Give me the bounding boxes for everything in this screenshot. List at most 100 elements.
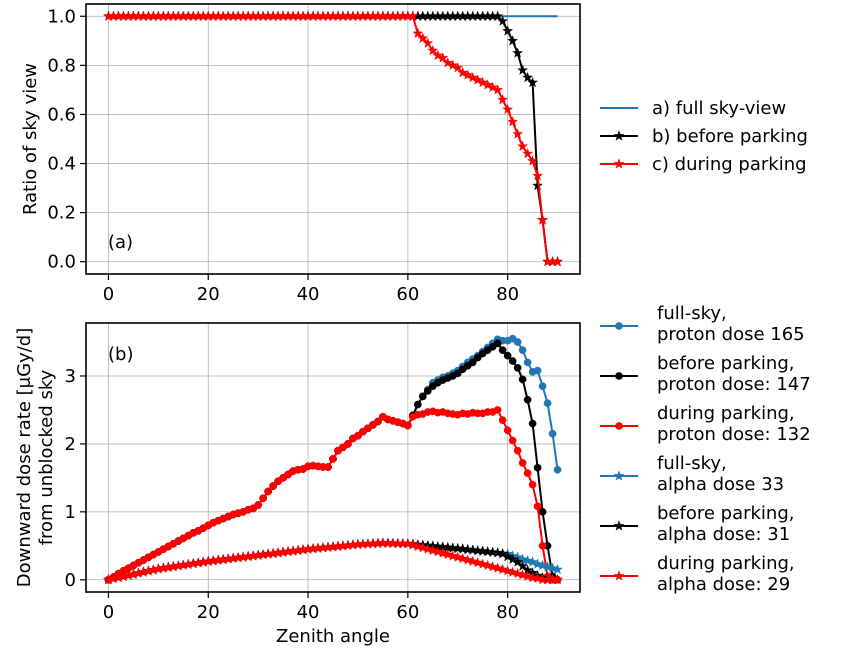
- series-2: [102, 10, 564, 267]
- data-point: [269, 482, 277, 490]
- series-line: [108, 15, 558, 263]
- data-point: [413, 400, 422, 409]
- data-point: [533, 366, 542, 375]
- data-point: [507, 35, 519, 46]
- legend-label: c) during parking: [652, 154, 807, 175]
- legend-label-line2: alpha dose: 29: [657, 574, 790, 595]
- series-1: [102, 10, 564, 267]
- data-point: [412, 27, 424, 39]
- data-point: [513, 446, 522, 455]
- data-point: [532, 170, 544, 181]
- data-point: [482, 559, 494, 571]
- data-point: [548, 429, 557, 438]
- data-point: [457, 66, 469, 78]
- legend: a) full sky-view b) before parking c) duri…: [600, 98, 808, 175]
- data-point: [442, 548, 454, 560]
- data-point: [522, 554, 534, 566]
- data-point: [552, 573, 564, 585]
- legend-item: during parking,proton dose: 132: [600, 403, 811, 445]
- legend-label: before parking,: [657, 503, 795, 524]
- data-point: [254, 501, 263, 509]
- legend-marker: [613, 158, 625, 169]
- legend-item: c) during parking: [600, 154, 807, 175]
- data-point: [324, 463, 332, 471]
- legend-marker: [615, 422, 623, 430]
- panel-label: (b): [108, 344, 133, 365]
- data-point: [457, 552, 469, 564]
- legend-marker: [615, 322, 623, 330]
- series-group: [102, 10, 564, 267]
- data-point: [462, 69, 474, 80]
- legend-item: full-sky,alpha dose 33: [600, 453, 784, 495]
- legend-label: during parking,: [657, 403, 795, 424]
- x-tick-label: 40: [297, 602, 320, 623]
- data-point: [493, 339, 502, 348]
- legend-item: before parking,alpha dose: 31: [600, 503, 795, 545]
- panel-a: 0 20 40 60 80 0.0 0.2 0.4 0.6 0.8 1.0 (a) Ratio of s…: [20, 3, 808, 305]
- data-point: [422, 37, 434, 48]
- data-point: [503, 351, 512, 360]
- data-point: [528, 480, 537, 489]
- data-point: [498, 416, 507, 424]
- data-point: [407, 539, 419, 550]
- data-point: [482, 79, 494, 90]
- axes-frame: [85, 3, 581, 275]
- data-point: [412, 540, 424, 552]
- data-point: [497, 563, 509, 575]
- data-point: [512, 556, 524, 567]
- legend-marker: [613, 570, 625, 581]
- legend-marker: [615, 372, 623, 380]
- data-point: [437, 52, 449, 63]
- data-point: [508, 436, 517, 445]
- data-point: [533, 463, 542, 472]
- data-point: [462, 554, 474, 565]
- data-point: [502, 565, 514, 576]
- data-point: [447, 550, 459, 561]
- data-point: [527, 155, 539, 166]
- legend-label-line2: proton dose 165: [657, 324, 805, 345]
- series-line: [108, 15, 558, 263]
- x-axis-label: Zenith angle: [276, 626, 390, 647]
- data-point: [453, 369, 462, 378]
- y-axis-label-line2: from unblocked sky: [36, 369, 57, 545]
- data-point: [473, 353, 482, 362]
- data-point: [417, 542, 429, 553]
- data-point: [502, 550, 514, 562]
- data-point: [497, 15, 509, 26]
- legend-marker: [613, 470, 625, 481]
- data-point: [329, 455, 337, 463]
- data-point: [518, 346, 527, 355]
- data-point: [527, 556, 539, 567]
- data-point: [472, 544, 484, 556]
- y-tick-label: 1.0: [47, 6, 76, 27]
- data-point: [528, 419, 537, 428]
- x-tick-label: 60: [396, 284, 419, 305]
- panel-label: (a): [108, 232, 133, 253]
- data-point: [547, 562, 559, 573]
- data-point: [468, 358, 477, 367]
- legend-label-line2: alpha dose: 31: [657, 524, 790, 545]
- legend-label: full-sky,: [657, 303, 727, 324]
- data-point: [452, 62, 464, 73]
- data-point: [487, 546, 499, 558]
- data-point: [507, 553, 519, 565]
- data-point: [522, 570, 534, 582]
- legend-marker: [613, 520, 625, 531]
- data-point: [432, 49, 444, 61]
- data-point: [264, 487, 272, 496]
- y-tick-label: 3: [65, 366, 76, 387]
- series-group: [102, 334, 564, 585]
- y-axis-label: Ratio of sky view: [20, 63, 41, 215]
- x-tick-label: 80: [496, 602, 519, 623]
- data-point: [437, 547, 449, 558]
- data-point: [513, 363, 522, 372]
- y-tick-label: 0.8: [47, 55, 76, 76]
- data-point: [537, 214, 549, 225]
- data-point: [522, 71, 534, 83]
- data-point: [543, 399, 552, 408]
- y-tick-label: 0: [65, 570, 76, 591]
- data-point: [518, 459, 527, 467]
- data-point: [344, 440, 352, 448]
